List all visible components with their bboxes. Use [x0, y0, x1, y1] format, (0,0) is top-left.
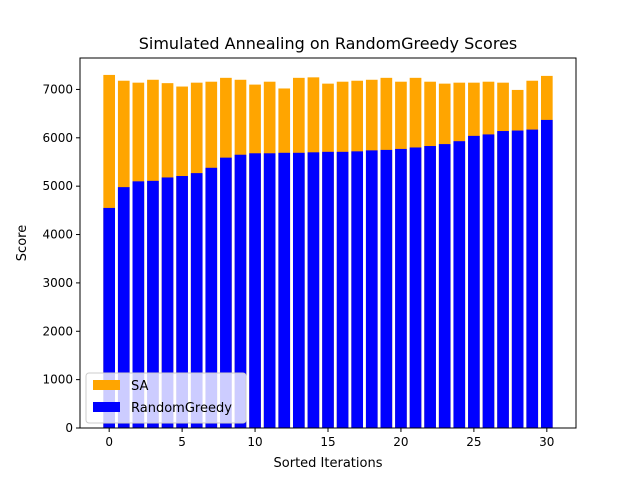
y-tick-label: 1000 — [42, 373, 73, 387]
randomgreedy-bar-29 — [526, 129, 539, 428]
randomgreedy-bar-15 — [322, 151, 334, 428]
legend-label-randomgreedy: RandomGreedy — [131, 401, 232, 416]
x-tick-label: 15 — [320, 435, 335, 449]
chart-title: Simulated Annealing on RandomGreedy Scor… — [139, 34, 518, 53]
randomgreedy-bar-20 — [395, 148, 407, 428]
x-axis-ticks: 0 5 10 15 20 25 30 — [105, 428, 554, 449]
randomgreedy-bar-22 — [424, 146, 436, 429]
legend-swatch-sa — [93, 380, 120, 390]
x-tick-label: 20 — [393, 435, 408, 449]
x-tick-label: 25 — [466, 435, 481, 449]
randomgreedy-bar-25 — [468, 135, 480, 429]
x-tick-label: 5 — [178, 435, 186, 449]
y-tick-label: 3000 — [42, 276, 73, 290]
randomgreedy-bar-11 — [263, 153, 276, 428]
legend-swatch-randomgreedy — [93, 402, 120, 412]
randomgreedy-bar-28 — [511, 130, 524, 429]
y-tick-label: 5000 — [42, 179, 73, 193]
randomgreedy-bar-3 — [147, 180, 159, 428]
randomgreedy-bar-30 — [540, 119, 553, 428]
y-tick-label: 4000 — [42, 228, 73, 242]
randomgreedy-bar-10 — [249, 153, 261, 428]
y-tick-label: 7000 — [42, 82, 73, 96]
randomgreedy-bar-19 — [380, 149, 393, 428]
randomgreedy-bar-9 — [234, 154, 247, 428]
randomgreedy-bar-1 — [117, 187, 130, 428]
y-tick-label: 6000 — [42, 131, 73, 145]
x-tick-label: 10 — [247, 435, 262, 449]
randomgreedy-bar-17 — [351, 151, 364, 428]
randomgreedy-bar-2 — [132, 181, 145, 428]
randomgreedy-bar-14 — [307, 152, 320, 428]
y-tick-label: 2000 — [42, 324, 73, 338]
randomgreedy-bar-21 — [409, 147, 422, 429]
x-tick-label: 0 — [105, 435, 113, 449]
randomgreedy-bar-24 — [453, 141, 466, 428]
randomgreedy-bar-7 — [205, 167, 218, 429]
randomgreedy-bar-6 — [190, 173, 203, 428]
y-axis-label: Score — [15, 225, 30, 261]
randomgreedy-bar-18 — [365, 150, 378, 428]
randomgreedy-bar-12 — [278, 152, 291, 429]
legend-box — [85, 372, 247, 424]
randomgreedy-bar-0 — [103, 207, 116, 428]
randomgreedy-bar-5 — [176, 176, 188, 428]
y-axis-ticks: 0 1000 2000 3000 4000 5000 6000 7000 — [42, 82, 80, 435]
randomgreedy-bar-27 — [497, 131, 509, 428]
legend-label-sa: SA — [131, 379, 148, 394]
x-axis-label: Sorted Iterations — [274, 456, 383, 471]
randomgreedy-bar-26 — [482, 134, 495, 428]
legend: SA RandomGreedy — [85, 372, 247, 424]
randomgreedy-bar-8 — [220, 157, 232, 429]
randomgreedy-bar-23 — [438, 144, 451, 429]
randomgreedy-bar-4 — [161, 177, 174, 428]
y-tick-label: 0 — [65, 421, 73, 435]
randomgreedy-bar-13 — [292, 152, 305, 429]
randomgreedy-bar-16 — [336, 151, 349, 428]
x-tick-label: 30 — [539, 435, 554, 449]
randomgreedy-bars — [103, 119, 553, 429]
